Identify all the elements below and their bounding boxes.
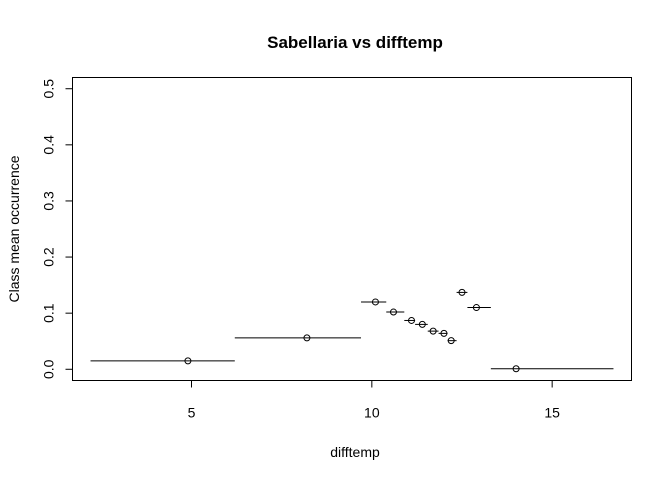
y-axis-label: Class mean occurrence xyxy=(6,155,22,302)
chart-title: Sabellaria vs difftemp xyxy=(267,33,443,52)
data-point xyxy=(440,329,448,337)
y-tick-label: 0.1 xyxy=(41,303,57,323)
y-tick-label: 0.3 xyxy=(41,191,57,211)
data-point xyxy=(458,288,466,296)
y-tick-label: 0.0 xyxy=(41,359,57,379)
data-series xyxy=(90,288,614,373)
x-axis: 5 10 15 xyxy=(188,380,560,421)
data-point xyxy=(512,365,520,373)
data-point xyxy=(184,357,192,365)
x-axis-label: difftemp xyxy=(330,444,380,460)
data-point xyxy=(447,337,455,345)
y-axis: 0.0 0.1 0.2 0.3 0.4 0.5 xyxy=(41,79,73,379)
data-point xyxy=(472,304,480,312)
data-point xyxy=(429,327,437,335)
data-point xyxy=(303,334,311,342)
plot-frame xyxy=(72,77,632,381)
y-tick-label: 0.5 xyxy=(41,79,57,99)
x-tick-label: 15 xyxy=(544,405,560,421)
data-point xyxy=(389,308,397,316)
data-point xyxy=(371,298,379,306)
y-tick-label: 0.2 xyxy=(41,247,57,267)
y-tick-label: 0.4 xyxy=(41,135,57,155)
x-tick-label: 5 xyxy=(188,405,196,421)
data-point xyxy=(408,316,416,324)
x-tick-label: 10 xyxy=(364,405,380,421)
data-point xyxy=(418,320,426,328)
